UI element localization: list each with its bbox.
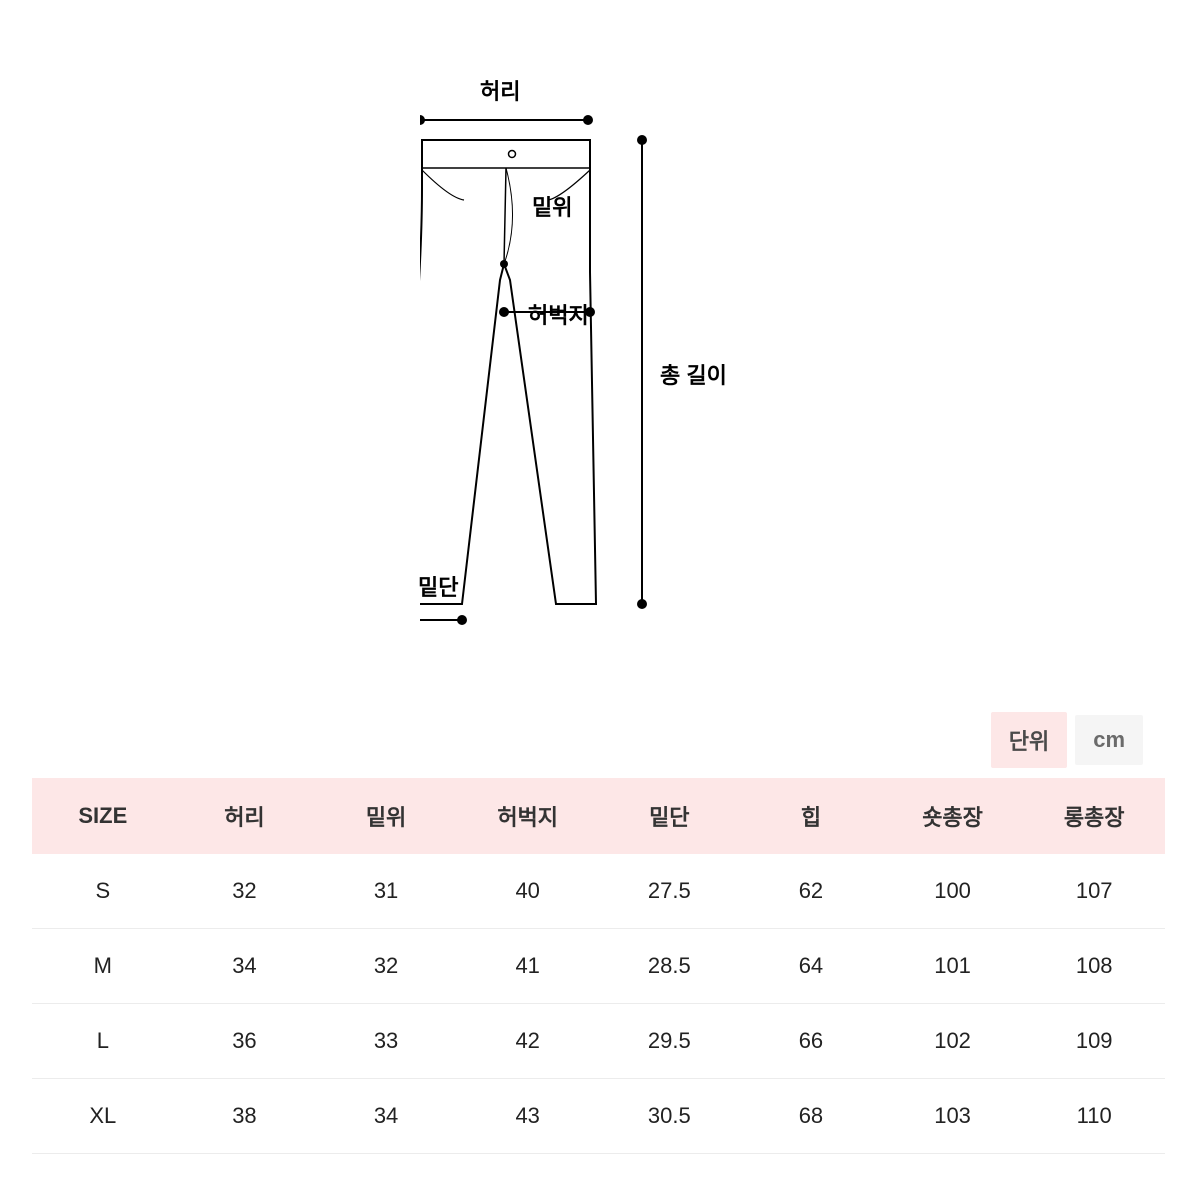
cell: 41 bbox=[457, 929, 599, 1004]
col-hem: 밑단 bbox=[599, 778, 741, 854]
col-size: SIZE bbox=[32, 778, 174, 854]
size-table-body: S 32 31 40 27.5 62 100 107 M 34 32 41 28… bbox=[32, 854, 1165, 1154]
cell: 32 bbox=[315, 929, 457, 1004]
cell: 30.5 bbox=[599, 1079, 741, 1154]
col-thigh: 허벅지 bbox=[457, 778, 599, 854]
size-table: SIZE 허리 밑위 허벅지 밑단 힙 숏총장 롱총장 S 32 31 40 2… bbox=[32, 778, 1165, 1154]
table-row: L 36 33 42 29.5 66 102 109 bbox=[32, 1004, 1165, 1079]
cell: 38 bbox=[174, 1079, 316, 1154]
unit-row: 단위 cm bbox=[991, 712, 1143, 768]
cell: 68 bbox=[740, 1079, 882, 1154]
cell: 32 bbox=[174, 854, 316, 929]
cell: 34 bbox=[174, 929, 316, 1004]
cell: 66 bbox=[740, 1004, 882, 1079]
table-row: M 34 32 41 28.5 64 101 108 bbox=[32, 929, 1165, 1004]
cell: 107 bbox=[1023, 854, 1165, 929]
cell: 110 bbox=[1023, 1079, 1165, 1154]
cell: 103 bbox=[882, 1079, 1024, 1154]
cell: 102 bbox=[882, 1004, 1024, 1079]
cell: 101 bbox=[882, 929, 1024, 1004]
cell: 34 bbox=[315, 1079, 457, 1154]
pants-svg bbox=[420, 80, 780, 640]
table-row: XL 38 34 43 30.5 68 103 110 bbox=[32, 1079, 1165, 1154]
cell: 108 bbox=[1023, 929, 1165, 1004]
cell: XL bbox=[32, 1079, 174, 1154]
table-row: S 32 31 40 27.5 62 100 107 bbox=[32, 854, 1165, 929]
cell: 27.5 bbox=[599, 854, 741, 929]
col-rise: 밑위 bbox=[315, 778, 457, 854]
col-waist: 허리 bbox=[174, 778, 316, 854]
col-short: 숏총장 bbox=[882, 778, 1024, 854]
cell: 100 bbox=[882, 854, 1024, 929]
size-table-head: SIZE 허리 밑위 허벅지 밑단 힙 숏총장 롱총장 bbox=[32, 778, 1165, 854]
col-long: 롱총장 bbox=[1023, 778, 1165, 854]
cell: 43 bbox=[457, 1079, 599, 1154]
cell: 64 bbox=[740, 929, 882, 1004]
cell: 109 bbox=[1023, 1004, 1165, 1079]
unit-label-badge: 단위 bbox=[991, 712, 1067, 768]
cell: 29.5 bbox=[599, 1004, 741, 1079]
pants-diagram: 허리 밑위 허벅지 총 길이 밑단 bbox=[420, 80, 780, 640]
cell: 28.5 bbox=[599, 929, 741, 1004]
cell: 62 bbox=[740, 854, 882, 929]
cell: S bbox=[32, 854, 174, 929]
unit-value-badge: cm bbox=[1075, 715, 1143, 765]
cell: 42 bbox=[457, 1004, 599, 1079]
cell: M bbox=[32, 929, 174, 1004]
cell: 40 bbox=[457, 854, 599, 929]
cell: 33 bbox=[315, 1004, 457, 1079]
cell: 31 bbox=[315, 854, 457, 929]
cell: 36 bbox=[174, 1004, 316, 1079]
col-hip: 힙 bbox=[740, 778, 882, 854]
cell: L bbox=[32, 1004, 174, 1079]
